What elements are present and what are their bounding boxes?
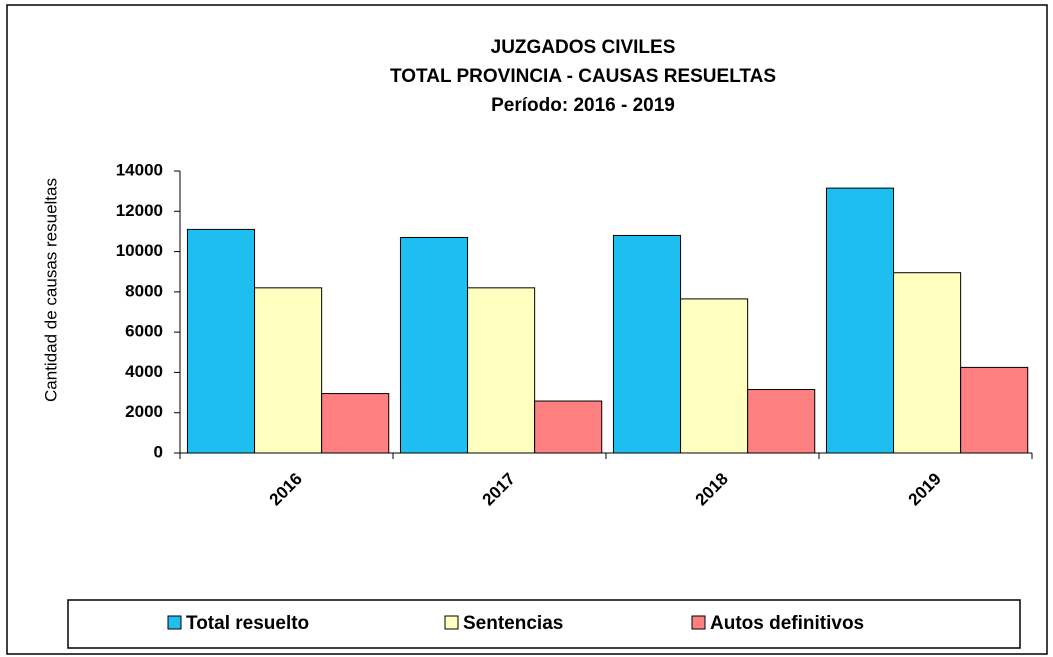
y-tick-label: 14000 xyxy=(116,160,163,179)
y-tick-label: 12000 xyxy=(116,201,163,220)
chart-title: TOTAL PROVINCIA - CAUSAS RESUELTAS xyxy=(390,66,776,87)
bar xyxy=(960,366,1029,454)
bar xyxy=(825,187,895,454)
chart-title: JUZGADOS CIVILES xyxy=(491,37,676,58)
chart-title: Período: 2016 - 2019 xyxy=(491,95,675,116)
y-tick-label: 6000 xyxy=(125,322,163,341)
y-tick-label: 2000 xyxy=(125,402,163,421)
legend-label: Autos definitivos xyxy=(710,613,864,634)
y-tick-label: 4000 xyxy=(125,362,163,381)
legend-swatch xyxy=(691,615,706,630)
bar xyxy=(747,389,816,454)
bar xyxy=(254,287,323,454)
legend-label: Sentencias xyxy=(463,613,563,634)
legend-box xyxy=(67,599,1021,649)
bar xyxy=(467,287,536,454)
bar xyxy=(534,400,603,454)
legend-label: Total resuelto xyxy=(186,613,309,634)
bar xyxy=(893,272,962,454)
y-axis-label: Cantidad de causas resueltas xyxy=(41,178,60,402)
y-tick-label: 0 xyxy=(154,442,163,461)
y-tick-label: 8000 xyxy=(125,281,163,300)
legend-swatch xyxy=(444,615,459,630)
bar xyxy=(612,234,682,454)
legend-swatch xyxy=(167,615,182,630)
bar xyxy=(399,236,469,454)
bar xyxy=(680,298,749,454)
bar xyxy=(186,228,256,454)
y-tick-label: 10000 xyxy=(116,241,163,260)
bar xyxy=(321,393,390,454)
